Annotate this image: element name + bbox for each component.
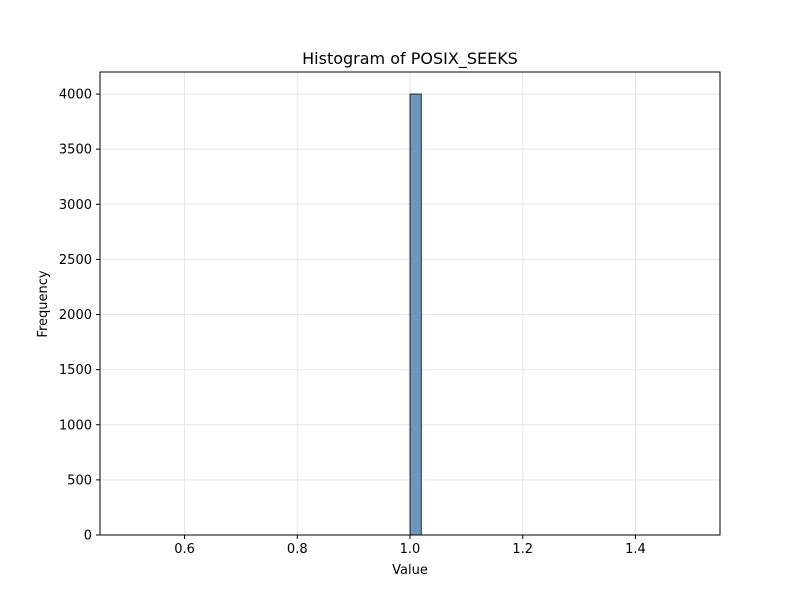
x-tick-label: 1.2 xyxy=(512,542,533,557)
x-tick-label: 1.4 xyxy=(625,542,646,557)
x-axis-label: Value xyxy=(392,563,428,578)
histogram-bar xyxy=(409,93,422,536)
y-tick-label: 1000 xyxy=(59,418,92,433)
y-tick-label: 1500 xyxy=(59,363,92,378)
x-tick-label: 0.6 xyxy=(174,542,195,557)
x-tick-label: 0.8 xyxy=(287,542,308,557)
ticks-layer: 0.6 0.8 1.0 1.2 1.4 0 500 1000 1500 2000 2500 3000 3… xyxy=(59,88,646,557)
y-tick-label: 500 xyxy=(67,473,92,488)
y-tick-label: 2000 xyxy=(59,308,92,323)
y-tick-label: 2500 xyxy=(59,253,92,268)
y-tick-label: 0 xyxy=(84,529,92,544)
y-tick-label: 3000 xyxy=(59,198,92,213)
y-tick-label: 4000 xyxy=(59,88,92,103)
y-tick-label: 3500 xyxy=(59,143,92,158)
bars-layer xyxy=(409,93,422,536)
chart-title: Histogram of POSIX_SEEKS xyxy=(302,49,518,69)
y-axis-label: Frequency xyxy=(36,270,51,337)
x-tick-label: 1.0 xyxy=(400,542,421,557)
